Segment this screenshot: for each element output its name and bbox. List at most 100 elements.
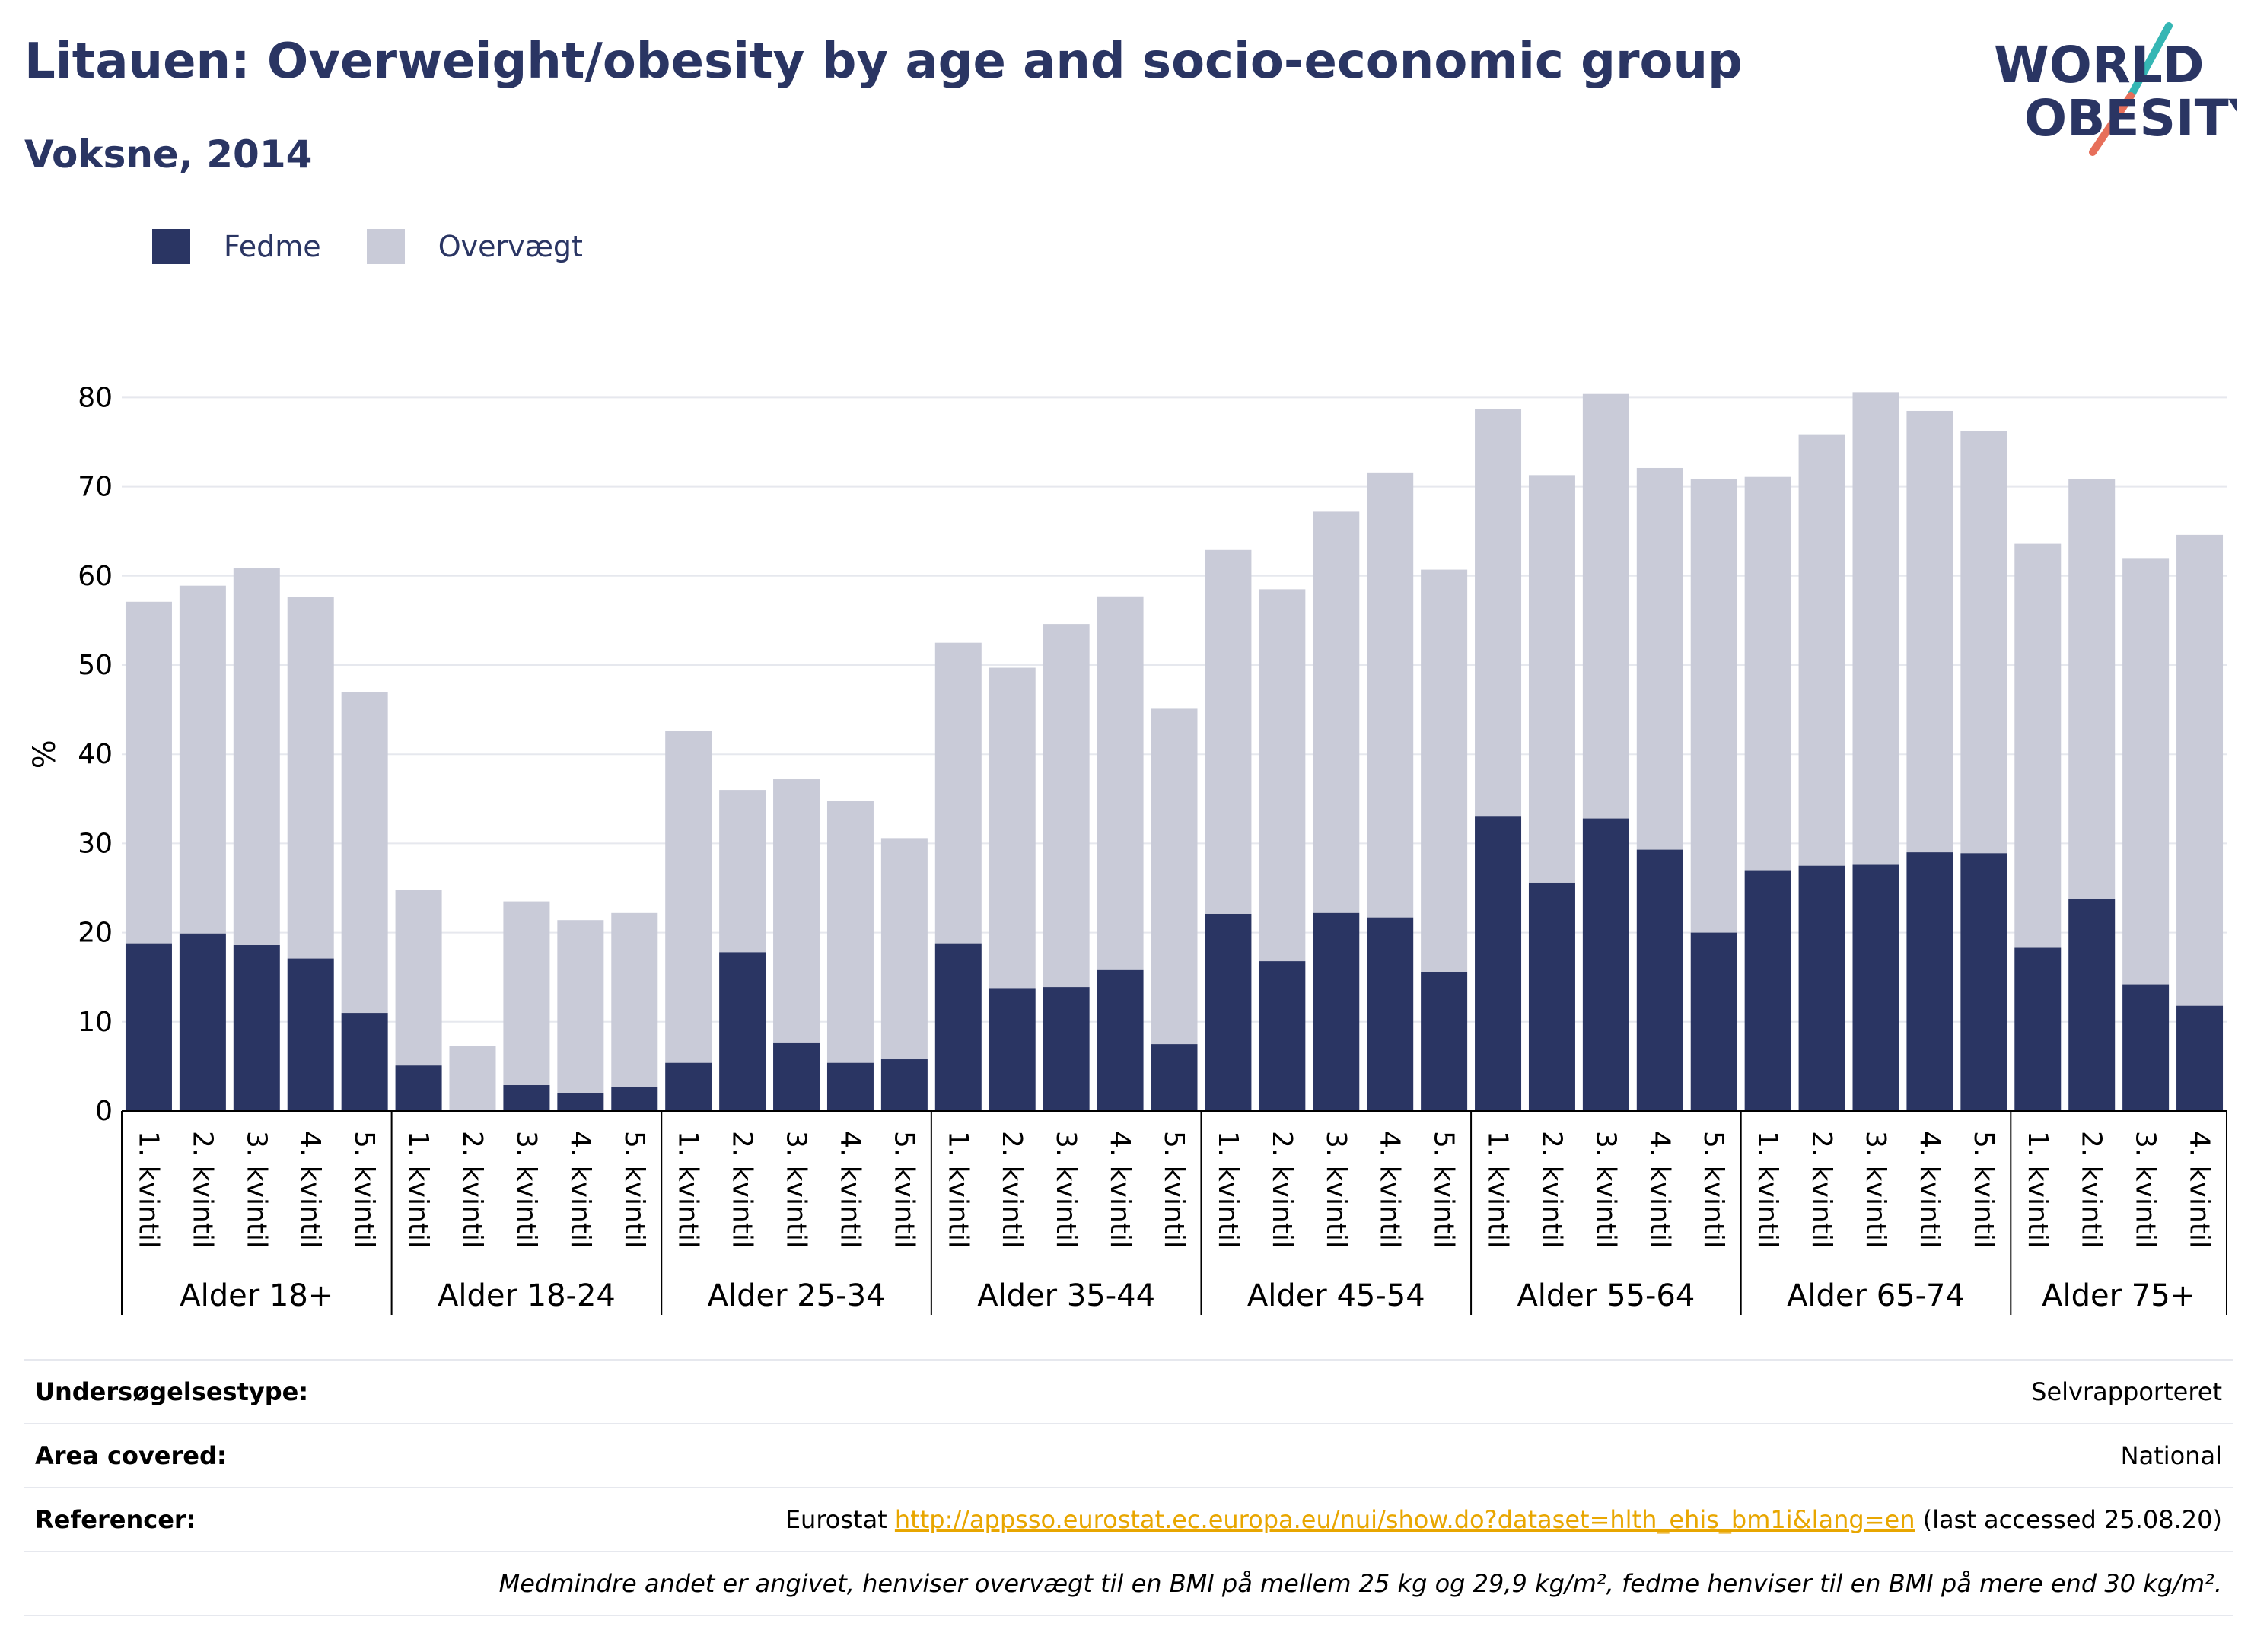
- bar-overvaegt: [773, 779, 820, 1043]
- bar-fedme: [1690, 932, 1737, 1111]
- stacked-bar-chart: 0 10 20 30 40 50 60 70 80% 1. kvintil 2. kvintil 3.…: [27, 382, 2227, 1315]
- definition-note: Medmindre andet er angivet, henviser ove…: [498, 1569, 2222, 1598]
- bar-overvaegt: [719, 790, 766, 953]
- x-tick-label: 5. kvintil: [1968, 1131, 1999, 1249]
- bar-overvaegt: [341, 692, 388, 1014]
- x-group-label: Alder 25-34: [708, 1278, 886, 1313]
- x-tick-label: 3. kvintil: [240, 1131, 272, 1249]
- info-value-references: Eurostat http://appsso.eurostat.ec.europ…: [785, 1505, 2222, 1534]
- x-group-label: Alder 45-54: [1247, 1278, 1425, 1313]
- info-label-references: Referencer:: [35, 1505, 196, 1534]
- x-tick-label: 2. kvintil: [1266, 1131, 1297, 1249]
- bar-overvaegt: [1097, 596, 1144, 970]
- bar-overvaegt: [1852, 392, 1899, 865]
- x-tick-label: 5. kvintil: [1698, 1131, 1729, 1249]
- bar-fedme: [934, 943, 982, 1111]
- x-tick-label: 3. kvintil: [511, 1131, 542, 1249]
- bar-fedme: [287, 958, 334, 1111]
- bar-fedme: [1744, 870, 1791, 1111]
- info-label-area: Area covered:: [35, 1441, 227, 1470]
- bar-fedme: [557, 1093, 604, 1111]
- y-tick-label: 30: [78, 828, 113, 859]
- x-group-label: Alder 18-24: [438, 1278, 616, 1313]
- bar-fedme: [1367, 917, 1414, 1111]
- bar-fedme: [826, 1062, 874, 1111]
- legend-swatch-fedme: [152, 229, 190, 264]
- y-tick-label: 70: [78, 472, 113, 503]
- x-tick-label: 3. kvintil: [1860, 1131, 1891, 1249]
- x-tick-label: 1. kvintil: [673, 1131, 704, 1249]
- bar-fedme: [1259, 961, 1306, 1111]
- bar-overvaegt: [1367, 472, 1414, 918]
- legend-item-overvaegt[interactable]: Overvægt: [366, 229, 583, 264]
- bar-fedme: [1528, 882, 1575, 1111]
- bar-overvaegt: [2068, 479, 2116, 899]
- bar-overvaegt: [1205, 549, 1252, 914]
- bar-overvaegt: [1475, 409, 1522, 817]
- x-tick-label: 2. kvintil: [2076, 1131, 2107, 1249]
- bar-overvaegt: [1582, 393, 1629, 819]
- x-tick-label: 1. kvintil: [1752, 1131, 1783, 1249]
- x-tick-label: 4. kvintil: [565, 1131, 596, 1249]
- y-tick-label: 20: [78, 918, 113, 949]
- bar-overvaegt: [287, 597, 334, 959]
- bar-overvaegt: [1043, 624, 1090, 988]
- bar-fedme: [1421, 972, 1468, 1111]
- bar-fedme: [1960, 853, 2007, 1111]
- x-tick-label: 3. kvintil: [1590, 1131, 1621, 1249]
- x-group-label: Alder 35-44: [977, 1278, 1155, 1313]
- bar-overvaegt: [2176, 534, 2224, 1006]
- bar-fedme: [1205, 913, 1252, 1111]
- bar-overvaegt: [880, 838, 928, 1060]
- logo-text-world: WORLD: [1994, 36, 2205, 94]
- x-tick-label: 1. kvintil: [403, 1131, 434, 1249]
- x-tick-label: 3. kvintil: [1050, 1131, 1081, 1249]
- bar-overvaegt: [989, 667, 1036, 989]
- bar-fedme: [1151, 1044, 1198, 1111]
- bar-fedme: [1636, 849, 1683, 1111]
- x-tick-label: 3. kvintil: [1320, 1131, 1352, 1249]
- x-tick-label: 4. kvintil: [295, 1131, 326, 1249]
- bar-overvaegt: [611, 912, 658, 1087]
- x-tick-label: 2. kvintil: [1536, 1131, 1567, 1249]
- bar-fedme: [665, 1062, 712, 1111]
- x-tick-label: 5. kvintil: [1428, 1131, 1460, 1249]
- reference-accessed: (last accessed 25.08.20): [1915, 1505, 2222, 1534]
- info-value-survey-type: Selvrapporteret: [2031, 1377, 2222, 1406]
- bar-fedme: [1798, 865, 1845, 1111]
- x-tick-label: 1. kvintil: [1212, 1131, 1243, 1249]
- bar-overvaegt: [2014, 543, 2062, 948]
- x-tick-label: 2. kvintil: [1806, 1131, 1837, 1249]
- bar-overvaegt: [1421, 569, 1468, 972]
- bar-overvaegt: [665, 731, 712, 1063]
- bar-overvaegt: [1960, 431, 2007, 854]
- logo-slash-coral: [2089, 92, 2135, 156]
- y-tick-label: 80: [78, 382, 113, 413]
- bar-fedme: [125, 943, 172, 1111]
- bar-fedme: [1097, 969, 1144, 1111]
- legend-item-fedme[interactable]: Fedme: [152, 229, 321, 264]
- x-tick-label: 1. kvintil: [1482, 1131, 1514, 1249]
- bar-overvaegt: [233, 568, 280, 946]
- bar-fedme: [395, 1065, 442, 1111]
- x-tick-label: 5. kvintil: [349, 1131, 380, 1249]
- info-value-area: National: [2120, 1441, 2222, 1470]
- bar-fedme: [1475, 816, 1522, 1111]
- bar-overvaegt: [1259, 589, 1306, 962]
- bar-overvaegt: [395, 890, 442, 1066]
- x-tick-label: 2. kvintil: [457, 1131, 488, 1249]
- bar-overvaegt: [1690, 479, 1737, 933]
- reference-source: Eurostat: [785, 1505, 895, 1534]
- bar-fedme: [2176, 1005, 2224, 1111]
- bar-fedme: [989, 988, 1036, 1111]
- x-tick-label: 5. kvintil: [619, 1131, 650, 1249]
- reference-link[interactable]: http://appsso.eurostat.ec.europa.eu/nui/…: [894, 1505, 1915, 1534]
- axis-layer: 0 10 20 30 40 50 60 70 80% 1. kvintil 2. kvintil 3.…: [27, 382, 2227, 1315]
- bar-overvaegt: [1744, 476, 1791, 871]
- x-tick-label: 3. kvintil: [2130, 1131, 2161, 1249]
- bar-overvaegt: [2122, 558, 2170, 985]
- legend-label-overvaegt: Overvægt: [438, 230, 583, 263]
- bar-fedme: [611, 1087, 658, 1111]
- x-tick-label: 1. kvintil: [942, 1131, 973, 1249]
- bar-fedme: [179, 933, 226, 1111]
